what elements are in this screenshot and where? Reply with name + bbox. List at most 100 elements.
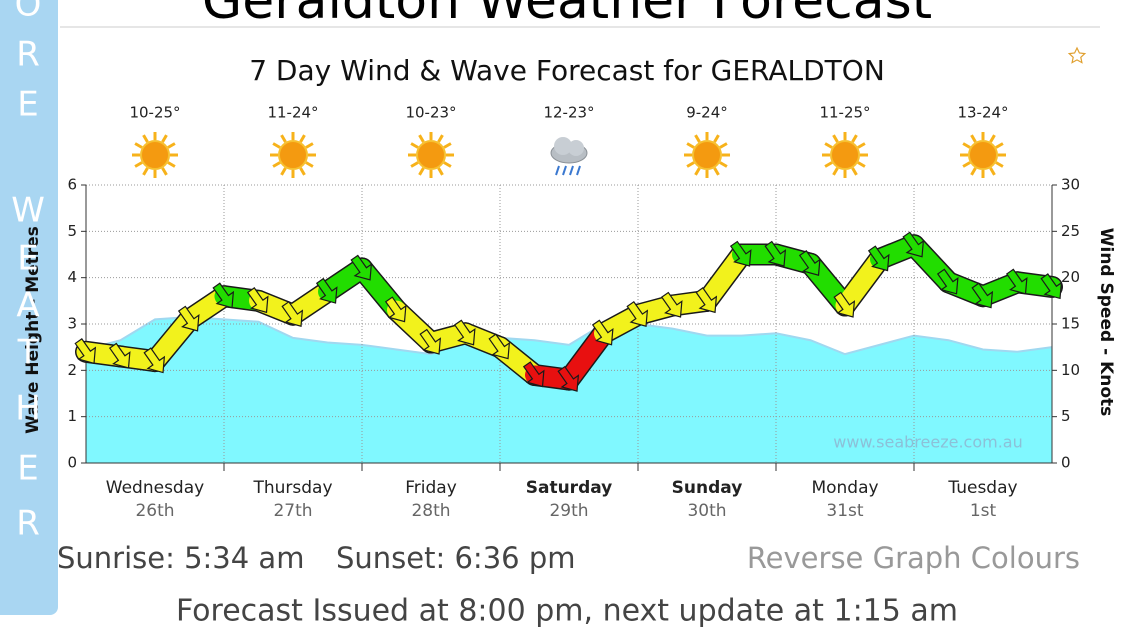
day-name: Friday <box>405 478 457 498</box>
day-date: 27th <box>273 501 312 521</box>
weather-icon <box>822 132 868 178</box>
sidebar-letter: E <box>17 449 38 489</box>
sun-ray <box>280 167 287 176</box>
wind-arrow <box>591 319 614 346</box>
wind-arrow <box>798 249 821 277</box>
sun-ray <box>824 142 833 149</box>
sidebar[interactable] <box>0 0 58 615</box>
y-tick-label: 1 <box>67 407 77 425</box>
day-name: Saturday <box>526 478 613 498</box>
day-date: 28th <box>411 501 450 521</box>
sun-ray <box>418 167 425 176</box>
sun-ray <box>142 134 149 143</box>
sun-ray <box>851 134 858 143</box>
y-tick-label: 3 <box>67 315 77 333</box>
y2-tick-label: 10 <box>1061 361 1080 379</box>
day-date: 30th <box>687 501 726 521</box>
sun-ray <box>686 142 695 149</box>
wind-arrow <box>626 300 649 327</box>
wind-arrow <box>660 291 683 318</box>
temperature: 13-24° <box>957 104 1008 122</box>
wind-arrow <box>764 240 787 267</box>
sun-ray <box>970 167 977 176</box>
day-name: Thursday <box>252 478 332 498</box>
wind-arrow <box>729 240 752 267</box>
sun-ray <box>142 167 149 176</box>
wind-arrow <box>350 254 373 281</box>
sun-ray <box>719 142 728 149</box>
sun-ray <box>694 134 701 143</box>
day-name: Tuesday <box>947 478 1017 498</box>
y2-tick-label: 5 <box>1061 407 1071 425</box>
sun-ray <box>713 167 720 176</box>
reverse-colours-link[interactable]: Reverse Graph Colours <box>747 541 1080 575</box>
sidebar-letter: E <box>17 239 38 279</box>
weather-icon <box>550 137 588 176</box>
y2-tick-label: 25 <box>1061 222 1080 240</box>
sun-ray <box>989 167 996 176</box>
sun-ray <box>989 134 996 143</box>
y2-tick-label: 20 <box>1061 268 1080 286</box>
temperature: 11-25° <box>819 104 870 122</box>
sun-ray <box>305 161 314 168</box>
y2-tick-label: 0 <box>1061 454 1071 472</box>
weather-icon <box>960 132 1006 178</box>
sun-ray <box>857 142 866 149</box>
rain-drop <box>555 165 560 176</box>
wind-arrow <box>557 365 580 392</box>
day-date: 26th <box>135 501 174 521</box>
sun-ray <box>134 161 143 168</box>
sun-ray <box>832 167 839 176</box>
sun-ray <box>418 134 425 143</box>
sun-ray <box>970 134 977 143</box>
sun-ray <box>437 167 444 176</box>
temperature: 10-25° <box>129 104 180 122</box>
y2-axis-label: Wind Speed - Knots <box>1096 228 1116 417</box>
day-date: 29th <box>549 501 588 521</box>
sun-ray <box>962 142 971 149</box>
sun-ray <box>410 161 419 168</box>
sun-ray <box>305 142 314 149</box>
sidebar-letter: W <box>11 191 45 231</box>
wind-arrow <box>419 328 442 355</box>
cloud <box>554 137 572 155</box>
wind-arrow <box>833 291 856 318</box>
sun-ray <box>694 167 701 176</box>
y-tick-label: 2 <box>67 361 77 379</box>
wind-arrow <box>177 305 200 332</box>
favourite-star[interactable] <box>1067 46 1087 64</box>
y-tick-label: 4 <box>67 268 77 286</box>
sun <box>278 140 308 170</box>
chart-title: 7 Day Wind & Wave Forecast for GERALDTON <box>249 54 885 87</box>
weather-icon <box>684 132 730 178</box>
wind-arrow <box>1040 273 1063 300</box>
wind-arrow <box>384 296 407 323</box>
wind-arrow <box>143 347 166 374</box>
sun-ray <box>272 142 281 149</box>
y-tick-label: 0 <box>67 454 77 472</box>
temperature: 11-24° <box>267 104 318 122</box>
sidebar-letter: R <box>16 504 40 544</box>
y2-tick-label: 15 <box>1061 315 1080 333</box>
y-axis-label: Wave Height - Metres <box>23 226 43 434</box>
sun-ray <box>161 167 168 176</box>
sun-ray <box>272 161 281 168</box>
day-name: Wednesday <box>106 478 204 498</box>
sun-ray <box>995 161 1004 168</box>
sun-ray <box>962 161 971 168</box>
sun-ray <box>437 134 444 143</box>
wind-arrow <box>522 361 545 388</box>
sun <box>140 140 170 170</box>
rain-drop <box>576 165 581 176</box>
day-name: Sunday <box>672 478 743 498</box>
sun-ray <box>719 161 728 168</box>
sidebar-letter: R <box>16 35 40 75</box>
sunset: Sunset: 6:36 pm <box>336 541 575 575</box>
sun-ray <box>280 134 287 143</box>
rain-drop <box>562 165 567 176</box>
sidebar-letter: E <box>17 85 38 125</box>
y2-tick-label: 30 <box>1061 176 1080 194</box>
weather-icon <box>270 132 316 178</box>
wind-arrow <box>246 287 269 314</box>
